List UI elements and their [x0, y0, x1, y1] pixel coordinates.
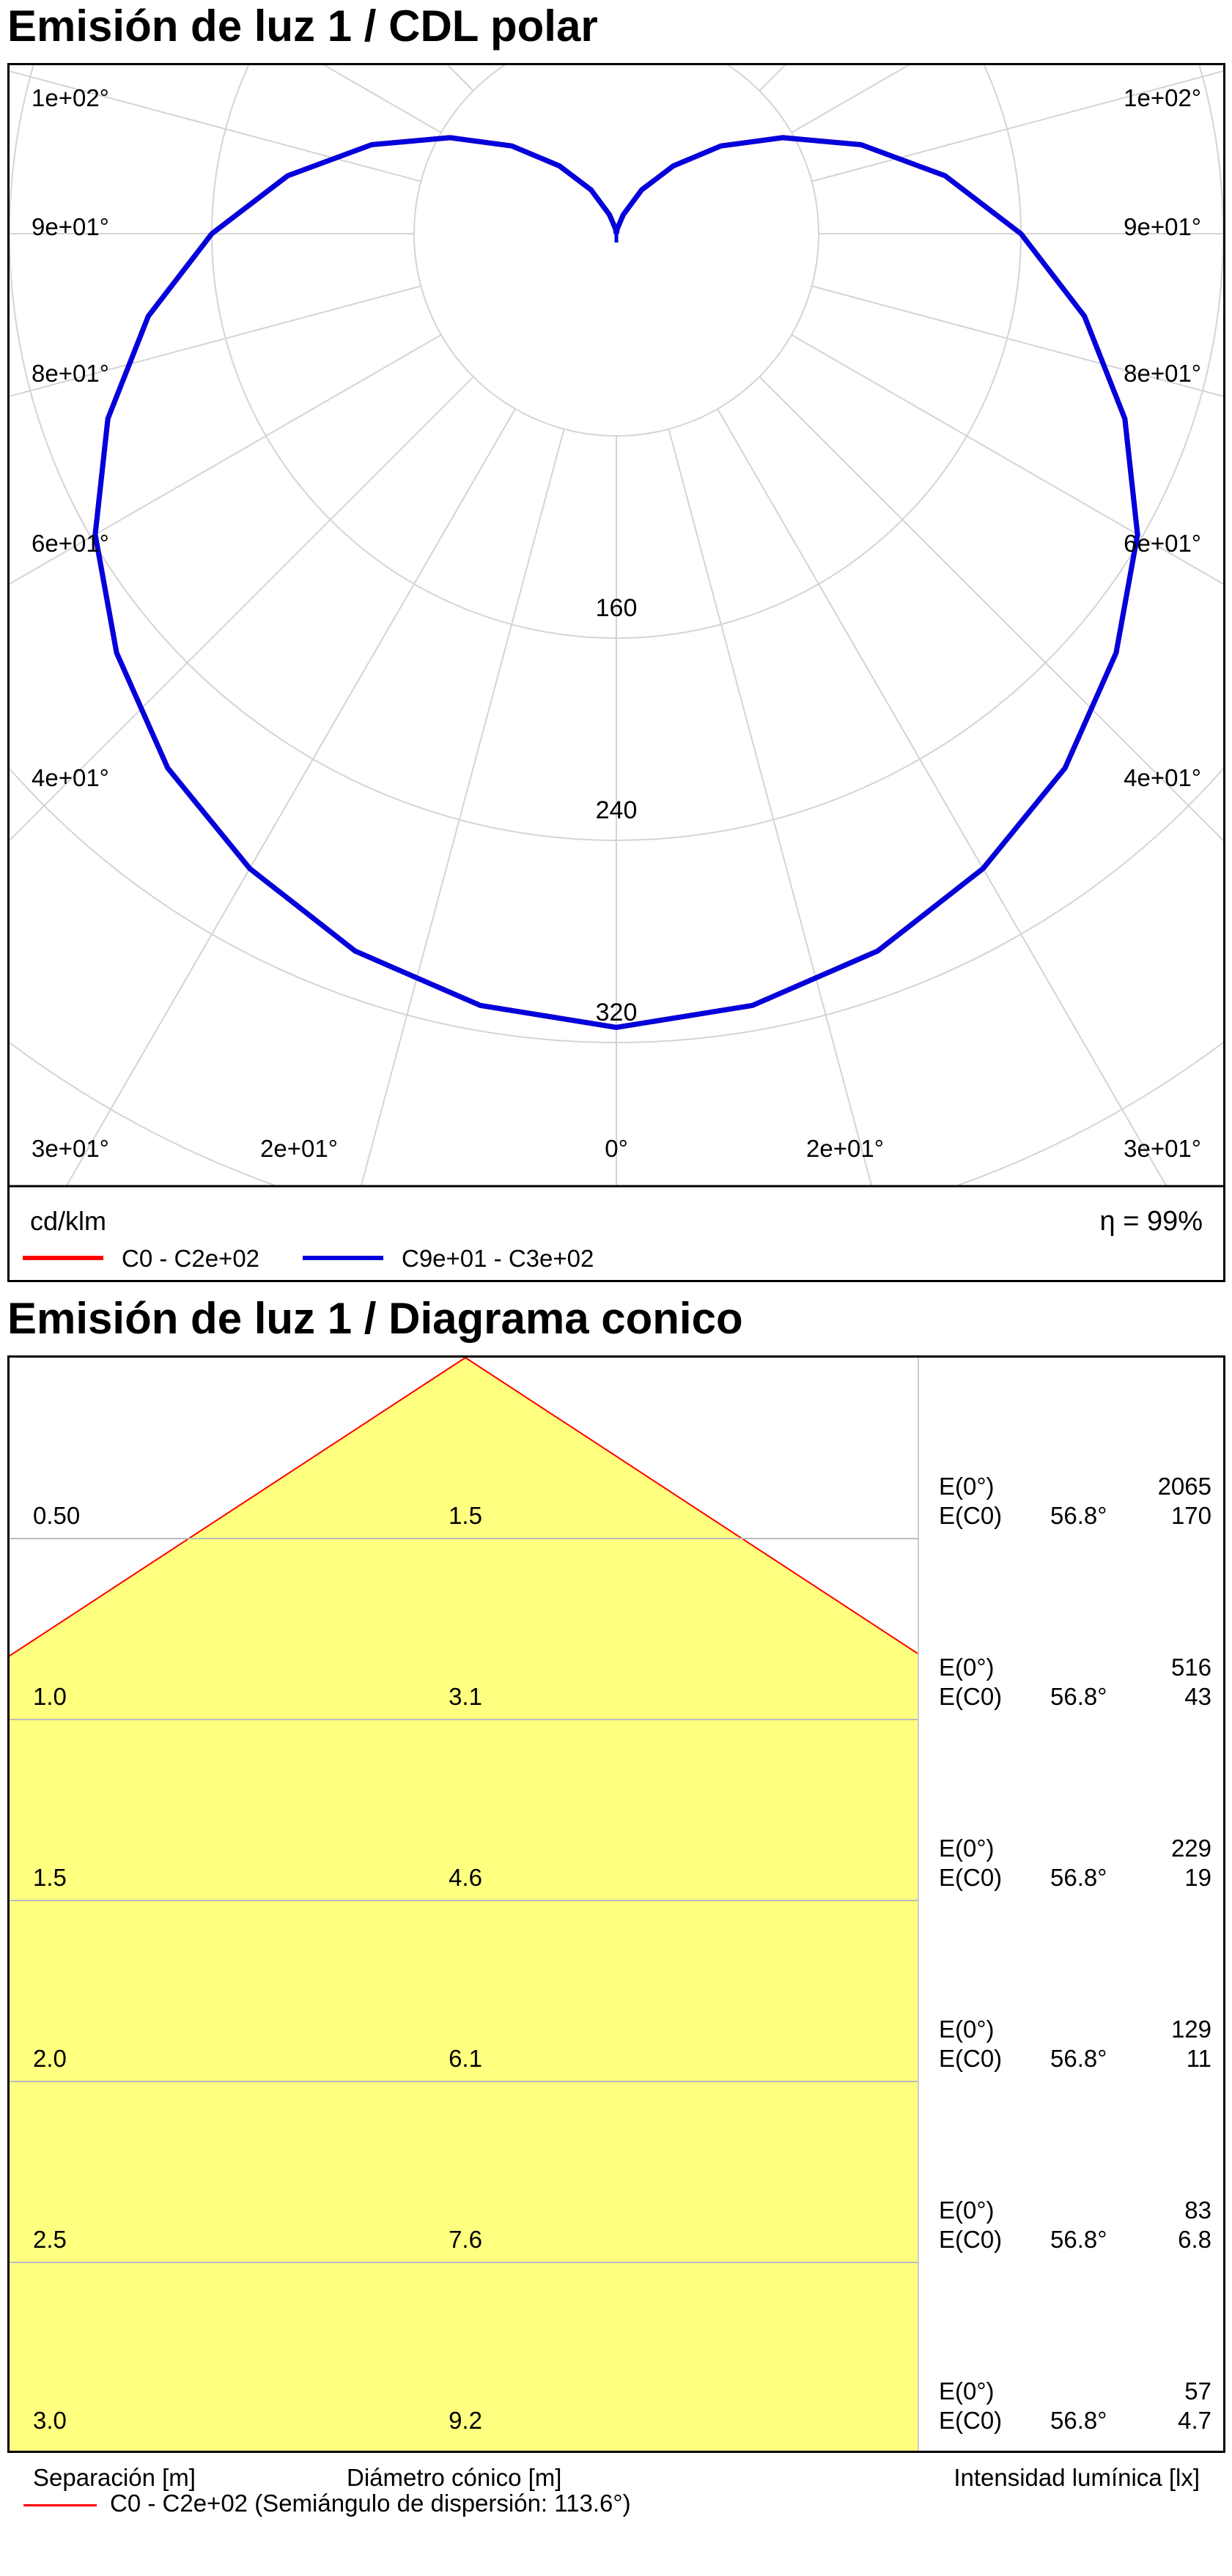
cone-ec0-label: E(C0) [939, 2407, 1002, 2434]
polar-angle-label-left: 6e+01° [32, 530, 109, 557]
polar-grid-spoke [10, 334, 442, 585]
cone-diameter-label: 1.5 [449, 1502, 482, 1529]
cone-footer-diameter: Diámetro cónico [m] [347, 2464, 562, 2491]
polar-radial-label: 320 [596, 999, 638, 1026]
polar-legend-label: C0 - C2e+02 [122, 1245, 259, 1272]
cone-ec0-value: 19 [1184, 1864, 1211, 1891]
polar-angle-label-left: 9e+01° [32, 213, 109, 240]
cone-chart-frame: 0.50 1.5 E(0°) 2065 E(C0) 56.8° 170 1.0 3.1 E(0°)… [7, 1355, 1225, 2491]
cone-angle-value: 56.8° [1050, 1864, 1107, 1891]
polar-grid-spoke [10, 70, 421, 182]
cone-legend-label: C0 - C2e+02 (Semiángulo de dispersión: 1… [110, 2490, 631, 2517]
cone-ec0-value: 43 [1184, 1683, 1211, 1710]
cone-e0-label: E(0°) [939, 2377, 995, 2405]
cone-separation-label: 2.0 [33, 2045, 67, 2072]
polar-chart-frame: 160 240 320 1e+02° 9e+01° 8e+01° 6e+01° 4e+01° 3… [7, 63, 1225, 1282]
cone-e0-label: E(0°) [939, 2196, 995, 2224]
cone-e0-value: 57 [1184, 2377, 1211, 2405]
cone-diameter-label: 9.2 [449, 2407, 482, 2434]
polar-angle-label-right: 3e+01° [1124, 1135, 1201, 1162]
polar-chart: 160 240 320 1e+02° 9e+01° 8e+01° 6e+01° 4e+01° 3… [10, 65, 1223, 1272]
cone-ec0-value: 6.8 [1178, 2226, 1211, 2253]
polar-unit-label: cd/klm [30, 1206, 106, 1236]
polar-legend-label: C9e+01 - C3e+02 [402, 1245, 594, 1272]
polar-curves [92, 135, 1140, 1030]
cone-chart: 0.50 1.5 E(0°) 2065 E(C0) 56.8° 170 1.0 3.1 E(0°)… [10, 1358, 1211, 2451]
cone-edge-left [10, 1358, 466, 1657]
polar-radial-label: 240 [596, 796, 638, 824]
cone-e0-value: 2065 [1158, 1473, 1211, 1500]
cone-separation-label: 3.0 [33, 2407, 67, 2434]
polar-grid-spoke [668, 429, 873, 1186]
polar-series-c90 [92, 135, 1140, 1030]
cone-e0-label: E(0°) [939, 1473, 995, 1500]
cone-ec0-label: E(C0) [939, 1864, 1002, 1891]
cone-diameter-label: 3.1 [449, 1683, 482, 1710]
cone-e0-value: 83 [1184, 2196, 1211, 2224]
polar-grid-spoke [791, 334, 1223, 585]
cone-footer-intensity: Intensidad lumínica [lx] [953, 2464, 1200, 2491]
cone-chart-title: Emisión de luz 1 / Diagrama conico [7, 1294, 743, 1343]
cone-angle-value: 56.8° [1050, 1683, 1107, 1710]
cone-e0-value: 229 [1171, 1835, 1211, 1862]
cone-separation-label: 2.5 [33, 2226, 67, 2253]
cone-angle-value: 56.8° [1050, 2407, 1107, 2434]
polar-radial-label: 160 [596, 594, 638, 622]
polar-grid-spoke [811, 70, 1223, 182]
cone-ec0-label: E(C0) [939, 1683, 1002, 1710]
cone-separation-label: 1.0 [33, 1683, 67, 1710]
polar-angle-label-right: 9e+01° [1124, 213, 1201, 240]
polar-efficiency-label: η = 99% [1100, 1206, 1203, 1237]
polar-grid [10, 65, 1223, 1186]
cone-edge-right [465, 1358, 918, 1655]
cone-e0-label: E(0°) [939, 1835, 995, 1862]
polar-labels: 160 240 320 1e+02° 9e+01° 8e+01° 6e+01° 4e+01° 3… [32, 84, 1201, 1162]
cone-ec0-label: E(C0) [939, 2045, 1002, 2072]
polar-angle-label-left: 4e+01° [32, 764, 109, 791]
polar-angle-label-bottom: 2e+01° [260, 1135, 338, 1162]
polar-grid-spoke [65, 408, 516, 1186]
cone-diameter-label: 4.6 [449, 1864, 482, 1891]
cone-angle-value: 56.8° [1050, 2045, 1107, 2072]
polar-angle-label-right: 8e+01° [1124, 360, 1201, 387]
cone-diameter-label: 6.1 [449, 2045, 482, 2072]
cone-rows: 0.50 1.5 E(0°) 2065 E(C0) 56.8° 170 1.0 3.1 E(0°)… [10, 1473, 1211, 2434]
cone-angle-value: 56.8° [1050, 1502, 1107, 1529]
polar-grid-spoke [360, 429, 565, 1186]
polar-angle-label-bottom: 0° [605, 1135, 628, 1162]
cone-legend-swatch [23, 2504, 97, 2506]
polar-grid-circle [413, 65, 819, 437]
polar-angle-label-bottom: 2e+01° [806, 1135, 884, 1162]
cone-ec0-label: E(C0) [939, 2226, 1002, 2253]
cone-ec0-value: 4.7 [1178, 2407, 1211, 2434]
cone-footer-separation: Separación [m] [33, 2464, 196, 2491]
polar-angle-label-left: 1e+02° [32, 84, 109, 111]
polar-chart-title: Emisión de luz 1 / CDL polar [7, 1, 598, 51]
cone-ec0-label: E(C0) [939, 1502, 1002, 1529]
polar-grid-spoke [811, 285, 1223, 397]
cone-e0-value: 516 [1171, 1654, 1211, 1681]
cone-e0-label: E(0°) [939, 1654, 995, 1681]
cone-e0-label: E(0°) [939, 2016, 995, 2043]
cone-separation-label: 1.5 [33, 1864, 67, 1891]
polar-grid-spoke [10, 376, 474, 842]
cone-angle-value: 56.8° [1050, 2226, 1107, 2253]
polar-angle-label-right: 1e+02° [1124, 84, 1201, 111]
cone-fill [10, 1358, 918, 2451]
polar-angle-label-right: 6e+01° [1124, 530, 1201, 557]
polar-angle-label-left: 8e+01° [32, 360, 109, 387]
cone-diameter-label: 7.6 [449, 2226, 482, 2253]
cone-e0-value: 129 [1171, 2016, 1211, 2043]
cone-ec0-value: 11 [1187, 2045, 1211, 2072]
cone-body [10, 1358, 919, 2451]
polar-grid-spoke [717, 408, 1168, 1186]
polar-grid-spoke [759, 376, 1223, 842]
polar-angle-label-right: 4e+01° [1124, 764, 1201, 791]
polar-angle-label-left: 3e+01° [32, 1135, 109, 1162]
cone-ec0-value: 170 [1171, 1502, 1211, 1529]
cone-separation-label: 0.50 [33, 1502, 80, 1529]
polar-legend: cd/klm η = 99% C0 - C2e+02 C9e+01 - C3e+02 [23, 1206, 1203, 1272]
polar-grid-spoke [10, 285, 421, 397]
